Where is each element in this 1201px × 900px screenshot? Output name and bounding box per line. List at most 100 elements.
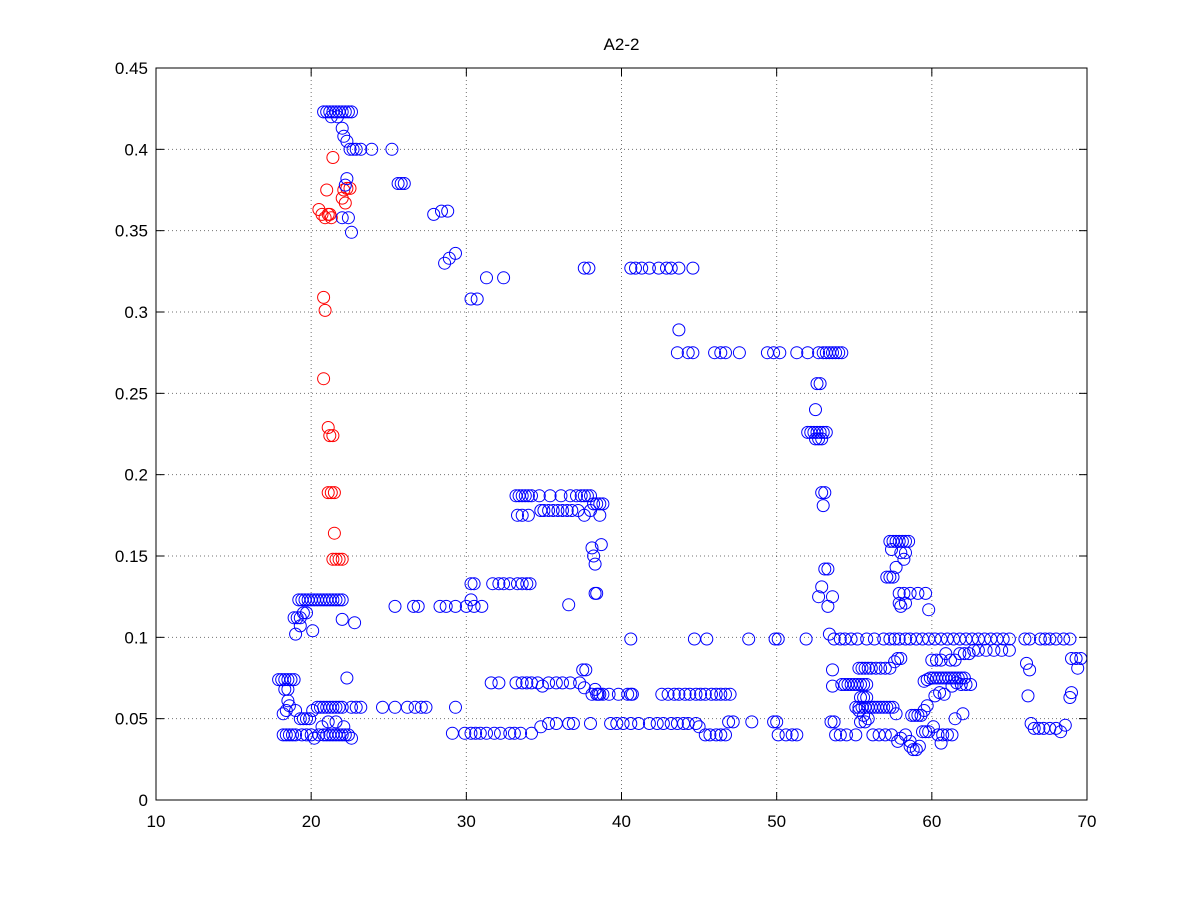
data-point <box>514 726 528 740</box>
data-point <box>971 643 985 657</box>
data-point <box>922 725 936 739</box>
data-point <box>345 105 358 119</box>
data-point <box>556 676 569 690</box>
data-point <box>670 346 684 360</box>
data-point <box>438 256 452 270</box>
data-point <box>1027 721 1041 735</box>
data-point <box>340 671 354 685</box>
data-point <box>953 647 967 661</box>
data-point <box>543 489 557 503</box>
data-point <box>388 599 402 613</box>
data-point <box>335 593 349 607</box>
data-point <box>306 624 320 638</box>
data-point <box>919 725 933 739</box>
data-point <box>560 504 574 517</box>
data-point <box>577 489 591 503</box>
data-point <box>813 377 827 391</box>
data-point <box>289 728 303 742</box>
data-point <box>433 599 447 613</box>
data-point <box>632 717 646 730</box>
data-point <box>1063 691 1077 704</box>
data-point <box>554 489 568 503</box>
data-point <box>826 663 839 677</box>
data-point <box>610 717 624 730</box>
data-point <box>624 717 638 730</box>
data-point <box>345 731 358 745</box>
data-point <box>810 425 824 439</box>
data-point <box>708 346 722 360</box>
y-tick-label: 0.3 <box>124 303 148 322</box>
data-point <box>467 599 481 613</box>
data-point <box>689 717 703 730</box>
data-point <box>300 712 313 726</box>
data-point <box>931 728 945 742</box>
data-point <box>326 429 340 443</box>
data-point <box>281 694 295 708</box>
data-point <box>909 743 923 757</box>
data-point <box>812 346 826 360</box>
data-point <box>850 678 864 691</box>
data-point <box>492 577 506 591</box>
data-point <box>878 728 892 742</box>
data-point <box>515 489 529 503</box>
data-point <box>484 676 498 690</box>
data-point <box>889 560 903 574</box>
data-point <box>332 552 346 566</box>
y-tick-label: 0.15 <box>115 547 148 566</box>
data-point <box>906 743 920 757</box>
data-point <box>335 211 349 225</box>
data-point <box>537 504 551 517</box>
data-point <box>667 687 681 701</box>
data-point <box>525 726 538 740</box>
data-point <box>577 681 591 695</box>
data-point <box>411 599 425 613</box>
data-point <box>779 728 793 742</box>
data-point <box>278 673 292 687</box>
y-tick-label: 0.1 <box>124 628 148 647</box>
data-point <box>576 663 590 677</box>
data-point <box>771 632 785 646</box>
data-point <box>318 303 332 317</box>
data-point <box>709 687 723 701</box>
data-point <box>414 700 428 714</box>
data-point <box>770 715 784 729</box>
data-point <box>331 110 344 124</box>
data-point <box>349 142 363 156</box>
data-point <box>886 700 900 714</box>
data-point <box>317 372 331 386</box>
data-point <box>329 700 343 714</box>
data-point <box>321 421 335 434</box>
data-point <box>475 599 489 613</box>
data-point <box>1049 721 1063 735</box>
data-point <box>719 346 732 360</box>
data-point <box>937 687 951 701</box>
data-point <box>821 562 835 576</box>
data-point <box>726 715 740 729</box>
x-tick-label: 30 <box>457 812 476 831</box>
data-point <box>1058 718 1072 732</box>
data-point <box>345 700 358 714</box>
chart-title: A2-2 <box>604 35 640 54</box>
data-point <box>293 619 307 633</box>
x-tick-label: 70 <box>1078 812 1097 831</box>
data-point <box>698 687 712 701</box>
data-point <box>650 717 664 730</box>
data-point <box>281 682 295 696</box>
data-point <box>948 653 962 667</box>
data-point <box>579 663 593 677</box>
data-point <box>672 261 686 275</box>
data-point <box>563 676 577 690</box>
data-point <box>686 346 700 360</box>
x-tick-label: 20 <box>302 812 321 831</box>
data-point <box>857 691 871 704</box>
data-point <box>888 632 902 646</box>
data-point <box>594 538 608 552</box>
data-point <box>844 632 858 646</box>
data-point <box>689 687 703 701</box>
data-point <box>934 736 948 750</box>
data-point <box>1065 652 1078 665</box>
data-point <box>566 717 580 730</box>
data-point <box>832 346 846 360</box>
data-point <box>520 676 534 690</box>
data-point <box>329 593 343 607</box>
